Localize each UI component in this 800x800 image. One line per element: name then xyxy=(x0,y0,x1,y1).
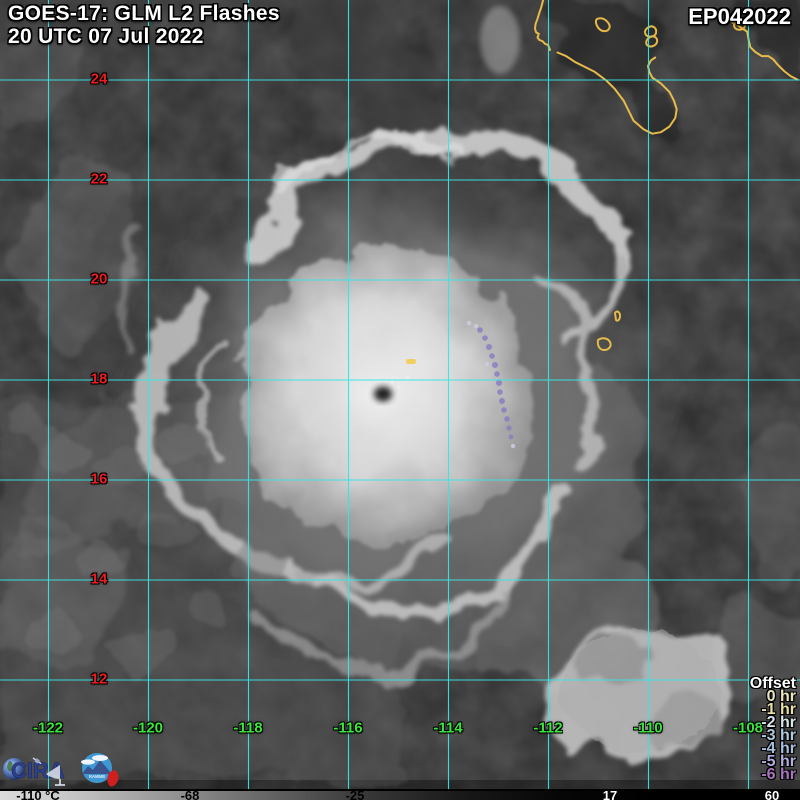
svg-text:RAMMB: RAMMB xyxy=(89,774,105,779)
